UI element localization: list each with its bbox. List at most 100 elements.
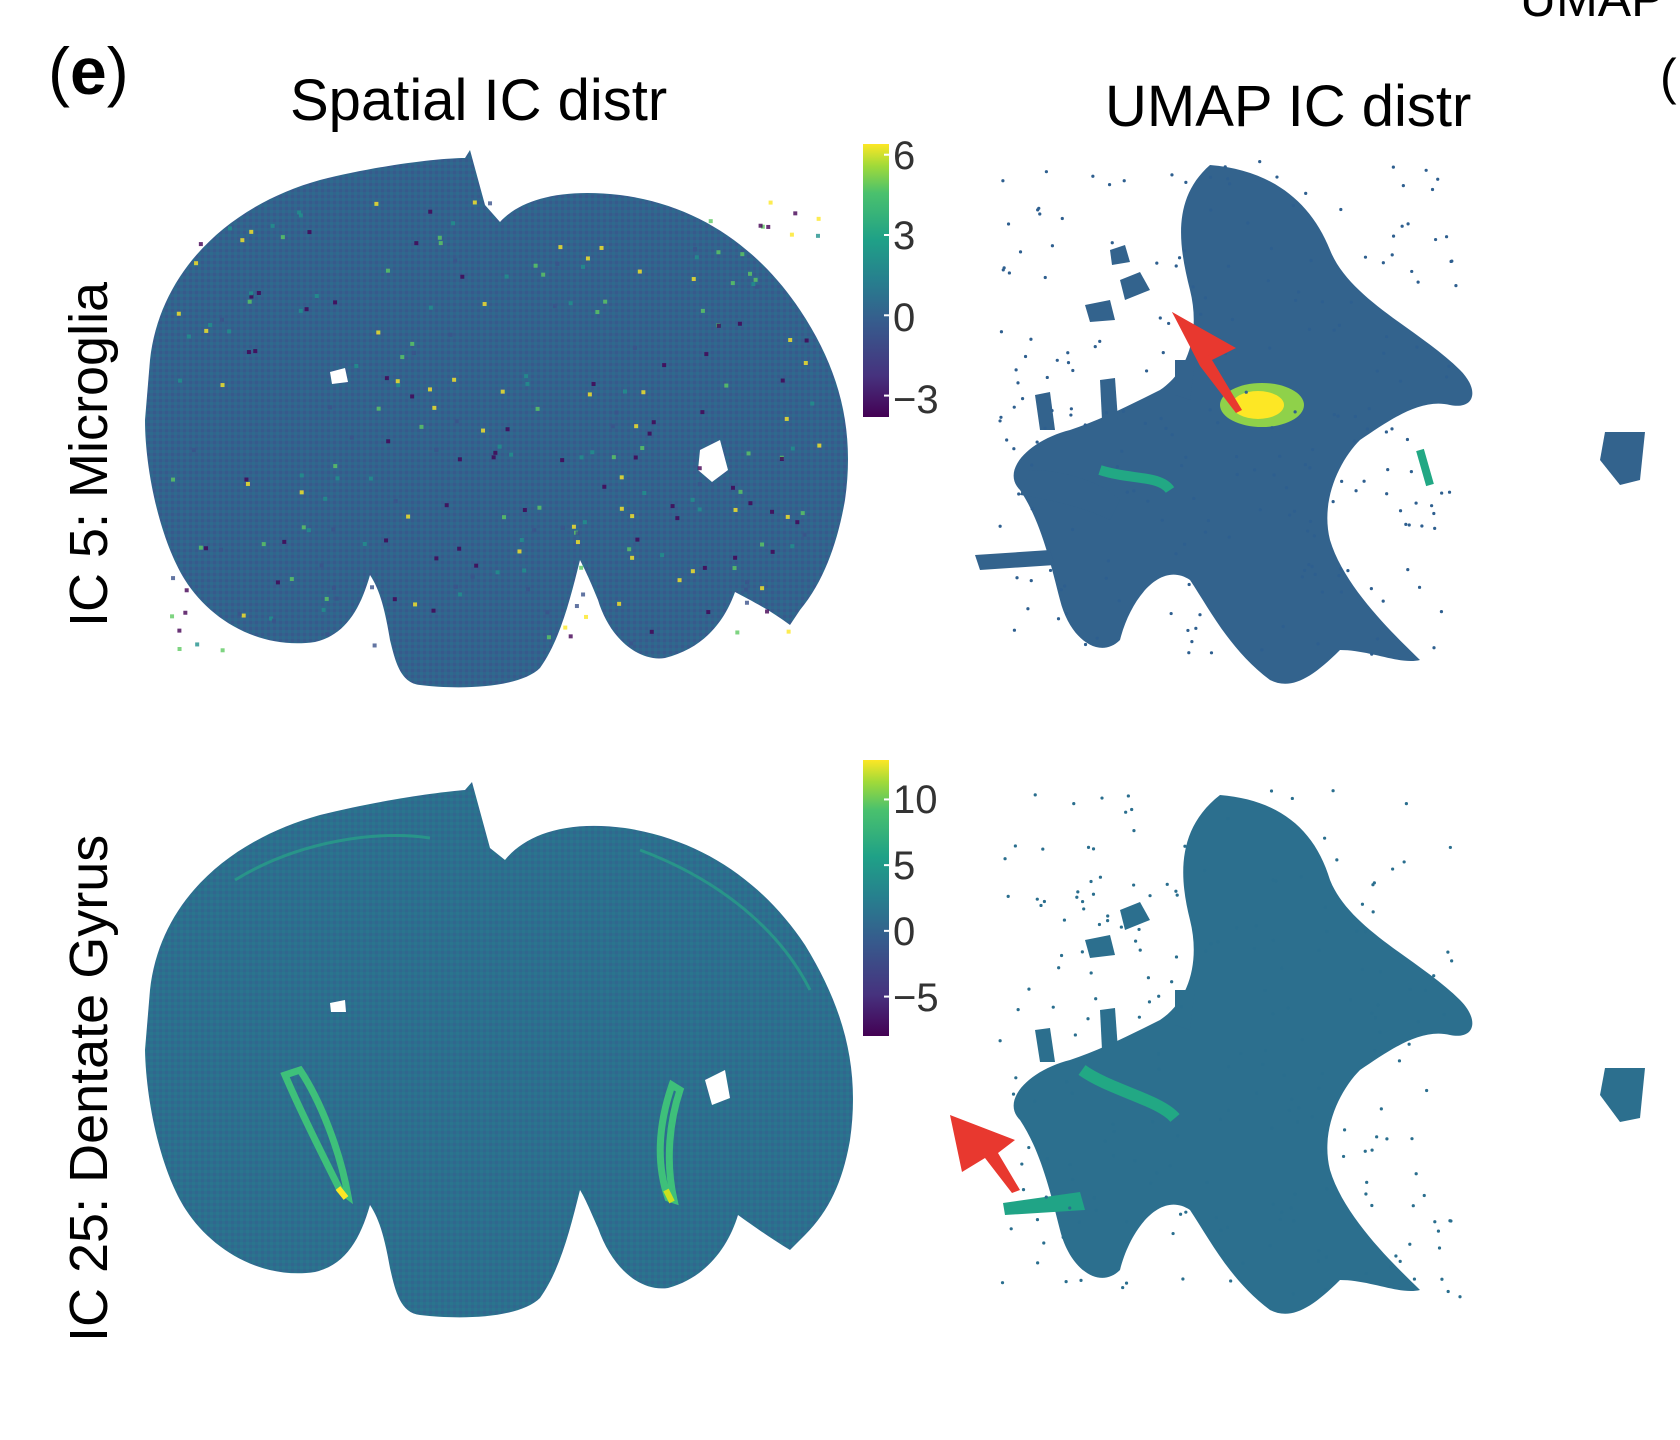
umap-point (1293, 298, 1298, 302)
umap-point (1045, 1157, 1050, 1161)
umap-point (1444, 375, 1449, 379)
umap-point (1254, 1091, 1259, 1095)
speckle (414, 241, 419, 246)
umap-point (1059, 953, 1064, 958)
umap-point (1269, 789, 1274, 793)
umap-point (1206, 519, 1211, 523)
speckle (546, 635, 551, 640)
umap-point (1381, 599, 1385, 603)
umap-point (1125, 490, 1129, 494)
umap-point (1324, 1255, 1329, 1259)
umap-point (1158, 316, 1162, 320)
umap-point (1170, 980, 1174, 984)
speckle (481, 428, 486, 433)
speckle (419, 424, 424, 429)
speckle (800, 511, 805, 516)
umap-point (1183, 542, 1187, 546)
speckle (708, 219, 713, 224)
speckle (817, 443, 822, 448)
spatial-column-title: Spatial IC distr (290, 68, 668, 133)
speckle (457, 592, 462, 597)
umap-point (1278, 1217, 1282, 1222)
speckle (452, 377, 457, 382)
umap-point (1394, 1254, 1398, 1258)
speckle (770, 549, 775, 554)
umap-point (1165, 882, 1169, 886)
speckle (195, 642, 200, 647)
speckle (627, 547, 632, 552)
speckle (406, 514, 411, 519)
speckle (662, 363, 667, 368)
speckle (301, 525, 306, 530)
umap-point (1111, 1122, 1115, 1126)
speckle (693, 247, 698, 252)
speckle (690, 569, 695, 574)
umap-point (1235, 472, 1239, 477)
umap-point (1035, 897, 1039, 901)
spatial-map-dentate-gyrus (145, 782, 853, 1318)
umap-point (1183, 844, 1187, 848)
umap-point (1091, 892, 1096, 896)
umap-point (1157, 1067, 1161, 1071)
umap-point (1167, 321, 1171, 326)
umap-point (1013, 844, 1017, 848)
umap-point (1060, 216, 1064, 221)
umap-point (1410, 269, 1414, 274)
umap-point (1436, 177, 1440, 181)
umap-point (1341, 1154, 1346, 1159)
umap-point (1120, 449, 1124, 453)
speckle (218, 547, 223, 552)
umap-point (1045, 375, 1049, 380)
umap-point (1016, 381, 1020, 385)
umap-point (1143, 421, 1147, 425)
umap-point (1187, 582, 1191, 587)
umap-point (1133, 939, 1138, 943)
umap-point (1385, 335, 1389, 339)
umap-point (1148, 894, 1152, 898)
umap-point (1097, 922, 1102, 927)
speckle (460, 274, 465, 279)
umap-point (1186, 628, 1190, 633)
speckle (497, 444, 502, 449)
umap-point (1104, 576, 1108, 580)
umap-point (1270, 1126, 1274, 1130)
speckle (784, 416, 789, 421)
speckle (176, 311, 181, 316)
umap-point (1174, 264, 1178, 268)
umap-point (1005, 438, 1009, 442)
umap-point (1411, 1204, 1415, 1208)
speckle (803, 360, 808, 365)
umap-point (1400, 224, 1404, 228)
umap-point (1003, 857, 1007, 861)
umap-point (1225, 1225, 1230, 1229)
speckle (571, 524, 576, 529)
speckle (751, 282, 756, 287)
umap-point (1147, 1000, 1152, 1004)
speckle (785, 514, 790, 519)
umap-point (1363, 929, 1368, 934)
speckle (400, 355, 405, 360)
umap-point (1175, 893, 1179, 897)
umap-point (1065, 1080, 1069, 1084)
speckle (614, 410, 619, 415)
umap-point (1447, 364, 1451, 368)
speckle (428, 305, 433, 310)
umap-point (1155, 1171, 1159, 1175)
speckle (237, 612, 242, 617)
speckle (275, 580, 280, 585)
umap-point (1408, 1242, 1412, 1246)
speckle (457, 457, 462, 462)
speckle (590, 450, 595, 455)
speckle (735, 630, 740, 635)
speckle (617, 601, 622, 606)
umap-point (1198, 613, 1202, 617)
umap-point (1069, 407, 1073, 411)
speckle (304, 307, 309, 312)
umap-point (1440, 1277, 1444, 1281)
umap-point (1072, 802, 1076, 806)
speckle (386, 439, 391, 444)
umap-point (1083, 423, 1087, 427)
umap-point (1385, 492, 1389, 496)
umap-point (1369, 587, 1373, 591)
umap-point (1444, 235, 1449, 239)
